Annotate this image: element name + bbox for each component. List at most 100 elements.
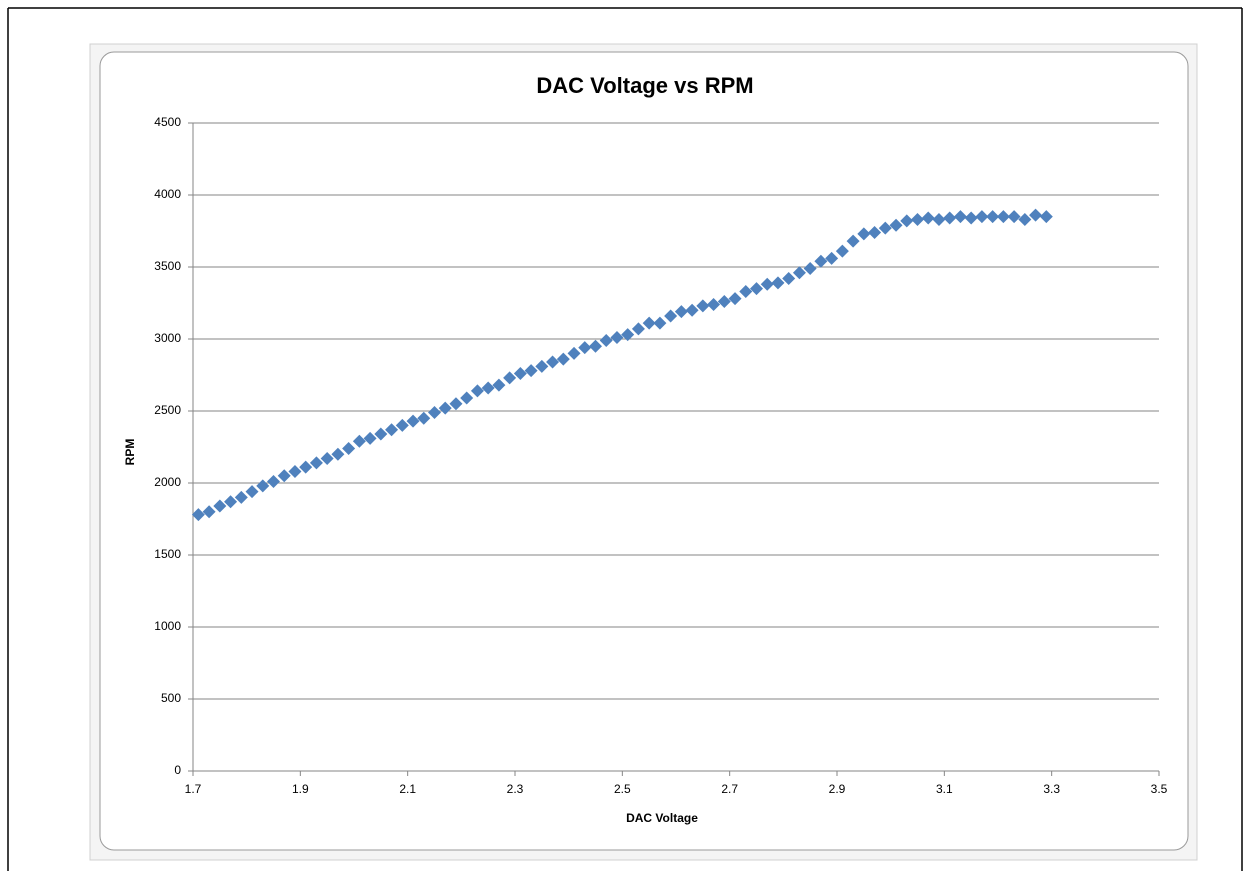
marker [975, 210, 989, 224]
marker [728, 292, 742, 306]
marker [320, 452, 334, 466]
marker [943, 211, 957, 225]
marker [428, 405, 441, 419]
x-tick-label: 3.5 [1151, 782, 1168, 796]
marker [556, 352, 570, 366]
marker [707, 297, 721, 311]
marker [1007, 210, 1021, 224]
marker [610, 331, 624, 345]
marker [717, 295, 731, 309]
y-tick-label: 1000 [154, 619, 181, 633]
chart-area[interactable] [99, 51, 1189, 851]
marker [213, 499, 227, 513]
x-tick-label: 1.7 [185, 782, 202, 796]
marker [760, 277, 774, 291]
marker [277, 469, 291, 483]
y-tick-label: 2000 [154, 475, 181, 489]
marker [825, 251, 839, 265]
marker [803, 261, 817, 275]
marker [986, 210, 1000, 224]
x-tick-label: 2.7 [721, 782, 738, 796]
marker [868, 225, 882, 239]
marker [524, 364, 538, 378]
marker [267, 475, 280, 489]
marker [814, 254, 828, 268]
x-tick-label: 2.9 [829, 782, 846, 796]
marker [846, 234, 860, 248]
y-tick-label: 3500 [154, 259, 181, 273]
marker [578, 341, 592, 355]
marker [503, 371, 517, 385]
y-tick-label: 2500 [154, 403, 181, 417]
marker [460, 391, 474, 405]
marker [664, 309, 678, 323]
marker [792, 266, 806, 280]
marker [653, 316, 667, 330]
marker [911, 212, 924, 226]
marker [385, 423, 399, 437]
marker [299, 460, 313, 474]
marker [492, 378, 506, 392]
marker [546, 355, 560, 369]
y-axis-title: RPM [123, 439, 137, 466]
marker [245, 485, 259, 499]
marker [857, 227, 871, 241]
marker [363, 431, 377, 445]
x-tick-label: 3.1 [936, 782, 953, 796]
x-tick-label: 2.1 [399, 782, 416, 796]
marker [996, 210, 1010, 224]
marker [481, 381, 495, 395]
marker [1018, 212, 1032, 226]
marker [567, 346, 581, 360]
marker [449, 397, 463, 411]
marker [921, 211, 935, 225]
marker [535, 359, 549, 373]
marker [782, 272, 796, 286]
marker [417, 411, 431, 425]
x-tick-label: 1.9 [292, 782, 309, 796]
marker [234, 490, 248, 504]
marker [739, 284, 753, 298]
marker [1039, 210, 1053, 224]
marker [621, 328, 635, 342]
marker [342, 441, 356, 455]
marker [288, 464, 302, 478]
marker [631, 322, 645, 336]
marker [202, 505, 216, 519]
x-axis-title: DAC Voltage [626, 811, 698, 825]
marker [642, 316, 656, 330]
marker [878, 221, 892, 235]
plot-area: 0 500 1000 1500 2000 2500 3000 3500 4000 4500 1.7 1… [154, 115, 1167, 796]
marker [685, 303, 699, 317]
chart-title: DAC Voltage vs RPM [536, 73, 753, 98]
y-tick-label: 0 [174, 763, 181, 777]
marker [406, 414, 420, 428]
marker [932, 212, 946, 226]
marker [224, 495, 238, 509]
marker [589, 339, 602, 353]
marker [900, 214, 914, 228]
marker [953, 210, 967, 224]
marker [1029, 208, 1043, 222]
marker [470, 384, 484, 398]
marker [513, 367, 527, 381]
marker [696, 299, 710, 313]
x-tick-label: 2.5 [614, 782, 631, 796]
marker [964, 211, 978, 225]
marker [374, 427, 388, 441]
marker [889, 218, 903, 232]
marker [309, 456, 323, 470]
x-tick-label: 2.3 [507, 782, 524, 796]
marker [191, 508, 205, 522]
marker [771, 276, 785, 290]
marker [352, 434, 366, 448]
marker [674, 305, 688, 319]
y-tick-label: 4500 [154, 115, 181, 129]
y-tick-label: 500 [161, 691, 181, 705]
marker [395, 418, 409, 432]
marker [835, 244, 849, 258]
y-tick-label: 1500 [154, 547, 181, 561]
x-tick-label: 3.3 [1043, 782, 1060, 796]
